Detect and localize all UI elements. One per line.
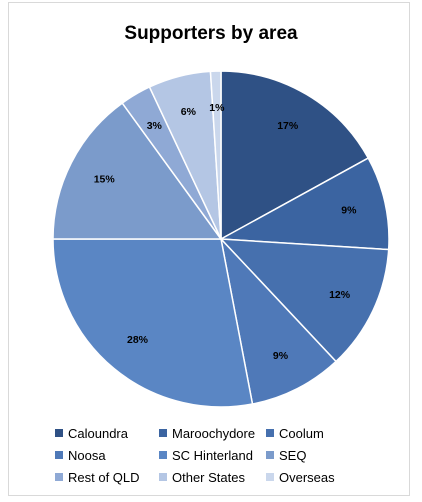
legend-item-sc-hinterland: SC Hinterland: [159, 446, 266, 464]
legend-label: Rest of QLD: [68, 469, 140, 485]
data-label-rest-of-qld: 3%: [147, 120, 163, 132]
legend-label: Noosa: [68, 447, 106, 463]
legend-label: Other States: [172, 469, 245, 485]
legend-label: Coolum: [279, 425, 324, 441]
legend-label: Maroochydore: [172, 425, 256, 441]
legend-swatch: [55, 429, 63, 437]
legend-label: SC Hinterland: [172, 447, 253, 463]
chart-title: Supporters by area: [124, 23, 298, 44]
legend-swatch: [55, 451, 63, 459]
legend-item-noosa: Noosa: [55, 446, 159, 464]
legend-label: Overseas: [279, 469, 335, 485]
data-label-sc-hinterland: 28%: [127, 334, 149, 346]
pie-slice-overseas: [209, 70, 222, 240]
legend-item-maroochydore: Maroochydore: [159, 424, 266, 442]
legend-swatch: [159, 451, 167, 459]
legend-swatch: [266, 429, 274, 437]
data-label-other-states: 6%: [181, 106, 197, 118]
legend-item-caloundra: Caloundra: [55, 424, 159, 442]
legend-label: Caloundra: [68, 425, 128, 441]
pie-slice-maroochydore: [218, 157, 390, 251]
legend-swatch: [159, 429, 167, 437]
data-label-noosa: 9%: [273, 350, 289, 362]
legend-swatch: [159, 473, 167, 481]
legend-item-overseas: Overseas: [266, 468, 366, 486]
data-label-overseas: 1%: [209, 102, 225, 114]
pie-slice-caloundra: [220, 70, 370, 241]
legend-swatch: [55, 473, 63, 481]
legend-swatch: [266, 451, 274, 459]
pie-slice-noosa: [219, 236, 338, 405]
legend-swatch: [266, 473, 274, 481]
pie-slice-sc-hinterland: [52, 238, 254, 408]
data-label-coolum: 12%: [329, 289, 351, 301]
data-label-maroochydore: 9%: [341, 204, 357, 216]
data-label-seq: 15%: [94, 174, 116, 186]
legend-item-rest-of-qld: Rest of QLD: [55, 468, 159, 486]
data-label-caloundra: 17%: [277, 120, 299, 132]
legend-item-other-states: Other States: [159, 468, 266, 486]
pie-slice-coolum: [219, 238, 390, 363]
pie-slice-seq: [52, 102, 223, 240]
legend-item-coolum: Coolum: [266, 424, 366, 442]
legend-item-seq: SEQ: [266, 446, 366, 464]
chart-legend: Caloundra Maroochydore Coolum Noosa SC Hinte…: [55, 424, 375, 486]
legend-label: SEQ: [279, 447, 307, 463]
